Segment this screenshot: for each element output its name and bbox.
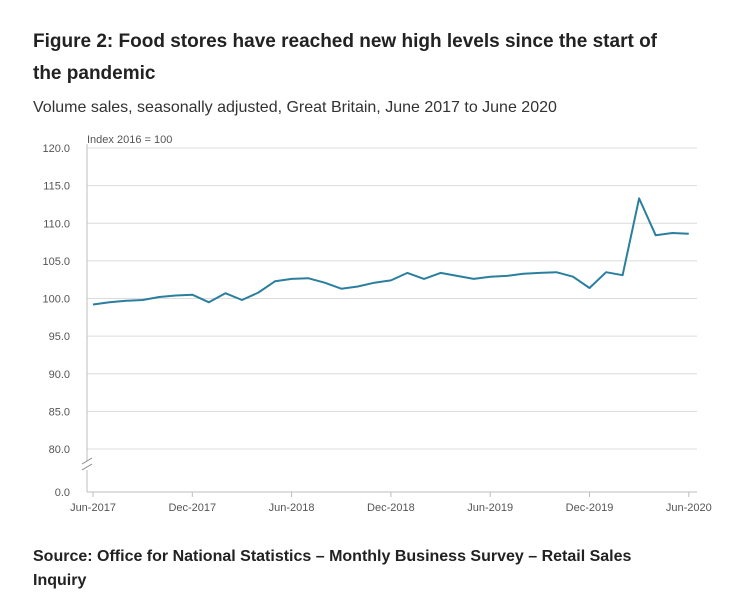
data-point xyxy=(290,277,294,281)
y-tick-label: 115.0 xyxy=(43,181,70,193)
data-point xyxy=(257,290,261,294)
data-point xyxy=(124,299,128,303)
data-point xyxy=(405,271,409,275)
x-tick-label: Jun-2019 xyxy=(467,502,513,514)
x-tick-label: Jun-2018 xyxy=(269,502,315,514)
data-point xyxy=(306,276,310,280)
data-point xyxy=(654,233,658,237)
y-tick-label: 120.0 xyxy=(42,143,70,155)
y-tick-label: 105.0 xyxy=(42,256,70,268)
x-tick-label: Jun-2017 xyxy=(70,502,116,514)
x-tick-label: Dec-2018 xyxy=(367,502,415,514)
data-point xyxy=(439,271,443,275)
series-line xyxy=(92,197,689,306)
data-point xyxy=(157,295,161,299)
data-point xyxy=(323,281,327,285)
y-tick-label: 95.0 xyxy=(49,331,70,343)
data-point xyxy=(455,274,459,278)
data-point xyxy=(554,270,558,274)
data-point xyxy=(223,291,227,295)
data-point xyxy=(273,279,277,283)
data-point xyxy=(422,277,426,281)
data-point xyxy=(521,272,525,276)
data-point xyxy=(339,287,343,291)
data-point xyxy=(240,298,244,302)
axis-break-mark xyxy=(81,457,93,465)
data-point xyxy=(621,273,625,277)
data-point xyxy=(588,286,592,290)
y-tick-label: 100.0 xyxy=(42,294,70,306)
data-point xyxy=(141,298,145,302)
y-tick-labels: 0.0 80.0 85.0 90.0 95.0 100.0 105.0 110.0 115.0 1… xyxy=(42,143,70,499)
data-point xyxy=(207,300,211,304)
y-tick-label: 0.0 xyxy=(55,487,70,499)
data-point xyxy=(670,231,674,235)
axis-break-mark xyxy=(81,463,93,471)
data-point xyxy=(356,284,360,288)
x-tick-label: Jun-2020 xyxy=(666,502,712,514)
y-axis-label: Index 2016 = 100 xyxy=(87,134,172,146)
data-point xyxy=(174,293,178,297)
data-point xyxy=(687,232,691,236)
source-note: Source: Office for National Statistics –… xyxy=(33,548,632,589)
data-point xyxy=(372,281,376,285)
y-tick-label: 110.0 xyxy=(43,218,70,230)
chart-subtitle: Volume sales, seasonally adjusted, Great… xyxy=(33,99,557,116)
chart-title: Figure 2: Food stores have reached new h… xyxy=(33,31,658,84)
data-point xyxy=(604,270,608,274)
data-point xyxy=(472,277,476,281)
data-point xyxy=(571,275,575,279)
x-tick-label: Dec-2019 xyxy=(566,502,614,514)
axes xyxy=(81,144,697,497)
series xyxy=(91,196,691,307)
x-tick-labels: Jun-2017 Dec-2017 Jun-2018 Dec-2018 Jun-2019… xyxy=(70,502,712,514)
y-tick-label: 90.0 xyxy=(49,369,70,381)
data-point xyxy=(637,196,641,200)
data-point xyxy=(488,275,492,279)
data-point xyxy=(505,274,509,278)
data-point xyxy=(190,293,194,297)
x-tick-label: Dec-2017 xyxy=(168,502,216,514)
data-point xyxy=(108,300,112,304)
y-tick-label: 80.0 xyxy=(49,444,70,456)
data-point xyxy=(538,271,542,275)
line-chart: 0.0 80.0 85.0 90.0 95.0 100.0 105.0 110.0 115.0 1… xyxy=(42,134,712,514)
data-point xyxy=(91,303,95,307)
y-tick-label: 85.0 xyxy=(49,406,70,418)
data-point xyxy=(389,278,393,282)
gridlines xyxy=(87,147,697,450)
